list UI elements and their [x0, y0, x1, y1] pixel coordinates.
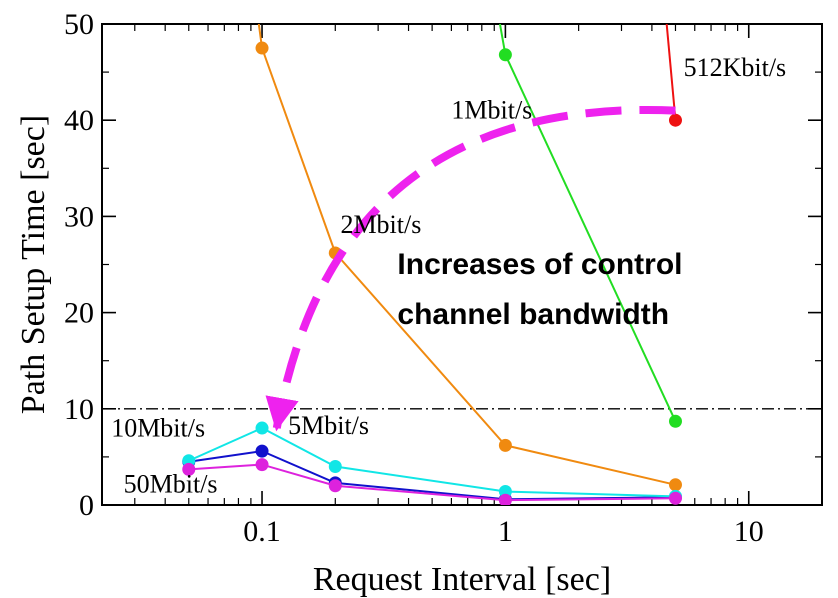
data-point-4: [328, 460, 342, 474]
data-point-2: [668, 478, 682, 492]
data-point-5: [498, 493, 512, 505]
data-point-5: [182, 462, 196, 476]
series-line-0: [665, 24, 677, 121]
series-line-1: [498, 24, 677, 422]
x-axis-title: Request Interval [sec]: [313, 561, 611, 598]
y-tick-label: 50: [64, 8, 94, 41]
y-tick-label: 10: [64, 393, 94, 426]
bandwidth-arrow: [265, 105, 676, 432]
series-label-3: 5Mbit/s: [288, 411, 369, 440]
series-label-2: 2Mbit/s: [340, 210, 421, 239]
annotation-line-1: channel bandwidth: [397, 298, 669, 331]
data-point-3: [255, 444, 269, 458]
data-point-2: [255, 41, 269, 55]
series-label-4: 10Mbit/s: [111, 414, 205, 443]
data-point-5: [328, 479, 342, 493]
y-tick-label: 0: [79, 489, 94, 522]
y-tick-label: 40: [64, 104, 94, 137]
y-tick-label: 20: [64, 297, 94, 330]
data-point-1: [498, 48, 512, 62]
x-tick-label: 10: [734, 515, 764, 548]
series-label-5: 50Mbit/s: [124, 469, 218, 498]
data-point-5: [668, 491, 682, 505]
series-label-0: 512Kbit/s: [684, 53, 787, 82]
y-axis-title: Path Setup Time [sec]: [15, 115, 52, 414]
data-point-2: [498, 438, 512, 452]
x-tick-label: 1: [498, 515, 513, 548]
data-point-5: [255, 458, 269, 472]
labels-layer: 0 10 20 30 40 50 0.1 1 10 Request Interval [sec] P…: [15, 8, 786, 598]
series-label-1: 1Mbit/s: [451, 95, 532, 124]
plot-area: [102, 24, 822, 505]
y-tick-label: 30: [64, 200, 94, 233]
data-point-0: [668, 113, 682, 127]
x-tick-label: 0.1: [243, 515, 281, 548]
data-point-4: [255, 421, 269, 435]
annotation-line-0: Increases of control: [397, 248, 682, 281]
data-point-1: [668, 414, 682, 428]
